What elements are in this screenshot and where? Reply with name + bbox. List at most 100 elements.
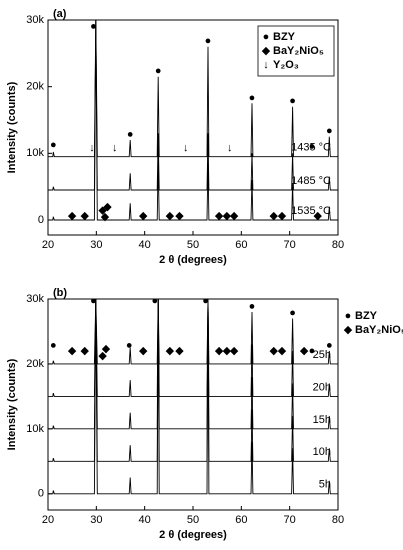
plot-area: ●●●● ● ●●● ●◆ ◆ ◆◆ ◆ ◆ ◆ ◆ ◆◆ ◆ ◆ ◆ <box>48 295 338 495</box>
peak-marker: ◆ <box>215 345 224 357</box>
series-label: 1435 °C <box>291 142 331 154</box>
panel-title: (a) <box>53 8 67 20</box>
x-tick-label: 80 <box>332 514 344 526</box>
legend-symbol: ● <box>263 31 270 43</box>
peak-marker: ◆ <box>139 210 148 222</box>
peak-marker: ● <box>127 129 134 141</box>
peak-marker: ◆ <box>175 345 184 357</box>
legend-box <box>257 25 335 77</box>
x-tick-label: 40 <box>139 514 151 526</box>
x-tick-label: 50 <box>187 514 199 526</box>
peak-marker: ● <box>205 35 212 47</box>
peak-marker: ◆ <box>223 345 232 357</box>
series-label: 15h <box>313 414 331 426</box>
x-tick-label: 60 <box>235 514 247 526</box>
peak-marker: ● <box>151 295 158 307</box>
plot-frame <box>47 19 339 236</box>
peak-marker: ↓ <box>183 142 189 154</box>
peak-marker: ● <box>289 95 296 107</box>
peak-marker: ● <box>249 92 256 104</box>
peak-marker: ◆ <box>68 345 77 357</box>
legend-symbol: ◆ <box>344 324 353 336</box>
y-tick-label: 30k <box>26 293 44 305</box>
legend-symbol: ↓ <box>263 59 269 71</box>
peak-marker: ◆ <box>230 210 239 222</box>
peak-marker: ◆ <box>215 210 224 222</box>
peak-marker: ↓ <box>112 142 118 154</box>
peak-marker: ● <box>50 139 57 151</box>
peak-marker: ◆ <box>98 350 107 362</box>
legend-label: BZY <box>273 31 296 43</box>
peak-marker: ● <box>326 125 333 137</box>
y-axis-label: Intensity (counts) <box>6 358 18 450</box>
peak-marker: ◆ <box>175 210 184 222</box>
x-tick-label: 70 <box>284 239 296 251</box>
peak-marker: ◆ <box>230 345 239 357</box>
y-tick-label: 20k <box>26 81 44 93</box>
x-tick-label: 20 <box>42 514 54 526</box>
peak-marker: ◆ <box>68 210 77 222</box>
pattern-line <box>48 20 338 221</box>
peak-marker: ◆ <box>300 345 309 357</box>
peak-marker: ● <box>309 141 316 153</box>
peak-marker: ◆ <box>80 345 89 357</box>
peak-marker: ◆ <box>269 210 278 222</box>
peak-marker: ● <box>90 21 97 33</box>
peak-marker: ◆ <box>102 343 111 355</box>
peak-marker: ● <box>90 295 97 307</box>
y-tick-label: 10k <box>26 423 44 435</box>
plot-frame <box>47 298 339 511</box>
y-axis-label: Intensity (counts) <box>6 81 18 173</box>
peak-marker: ◆ <box>278 345 287 357</box>
peak-marker: ● <box>249 301 256 313</box>
peak-marker: ● <box>126 340 133 352</box>
legend: ● BZY◆ BaY₂NiO₅ ↓ Y₂O₃ <box>257 25 335 77</box>
legend-label: Y₂O₃ <box>273 59 299 71</box>
x-axis-label: 2 θ (degrees) <box>159 529 227 541</box>
legend-symbol: ◆ <box>262 45 271 57</box>
peak-marker: ◆ <box>101 211 110 223</box>
peak-marker: ↓ <box>227 142 233 154</box>
legend-label: BZY <box>355 310 378 322</box>
x-tick-label: 80 <box>332 239 344 251</box>
x-tick-label: 30 <box>90 239 102 251</box>
x-tick-label: 50 <box>187 239 199 251</box>
peak-marker: ◆ <box>278 210 287 222</box>
peak-marker: ◆ <box>103 201 112 213</box>
series-label: 1535 °C <box>291 205 331 217</box>
pattern-line <box>48 299 338 495</box>
x-axis-label: 2 θ (degrees) <box>159 254 227 266</box>
legend: ● BZY◆ BaY₂NiO₅ <box>344 310 403 336</box>
legend-symbol: ● <box>345 310 352 322</box>
x-tick-label: 30 <box>90 514 102 526</box>
x-tick-label: 70 <box>284 514 296 526</box>
peak-marker: ● <box>309 345 316 357</box>
plot-area: ●●●●●● ●●●↓ ↓ ↓ ↓◆ ◆ ◆◆◆ ◆ ◆ ◆ ◆ ◆◆ ◆ ◆ ◆ <box>48 20 338 223</box>
peak-marker: ● <box>289 307 296 319</box>
legend-label: BaY₂NiO₅ <box>355 324 403 336</box>
peak-marker: ↓ <box>89 142 95 154</box>
x-tick-label: 60 <box>235 239 247 251</box>
peak-marker: ◆ <box>80 210 89 222</box>
series-label: 5h <box>319 479 331 491</box>
y-tick-label: 0 <box>38 214 44 226</box>
x-tick-label: 20 <box>42 239 54 251</box>
peak-marker: ◆ <box>313 210 322 222</box>
peak-marker: ◆ <box>269 345 278 357</box>
series-label: 20h <box>313 381 331 393</box>
y-tick-label: 30k <box>26 14 44 26</box>
y-tick-label: 20k <box>26 358 44 370</box>
y-tick-label: 0 <box>38 488 44 500</box>
peak-marker: ● <box>50 340 57 352</box>
peak-marker: ● <box>202 295 209 307</box>
peak-marker: ◆ <box>166 210 175 222</box>
x-tick-label: 40 <box>139 239 151 251</box>
series-label: 1485 °C <box>291 175 331 187</box>
peak-marker: ◆ <box>98 205 107 217</box>
peak-marker: ◆ <box>139 345 148 357</box>
peak-marker: ● <box>326 340 333 352</box>
pattern-line <box>48 299 338 462</box>
peak-marker: ● <box>155 65 162 77</box>
